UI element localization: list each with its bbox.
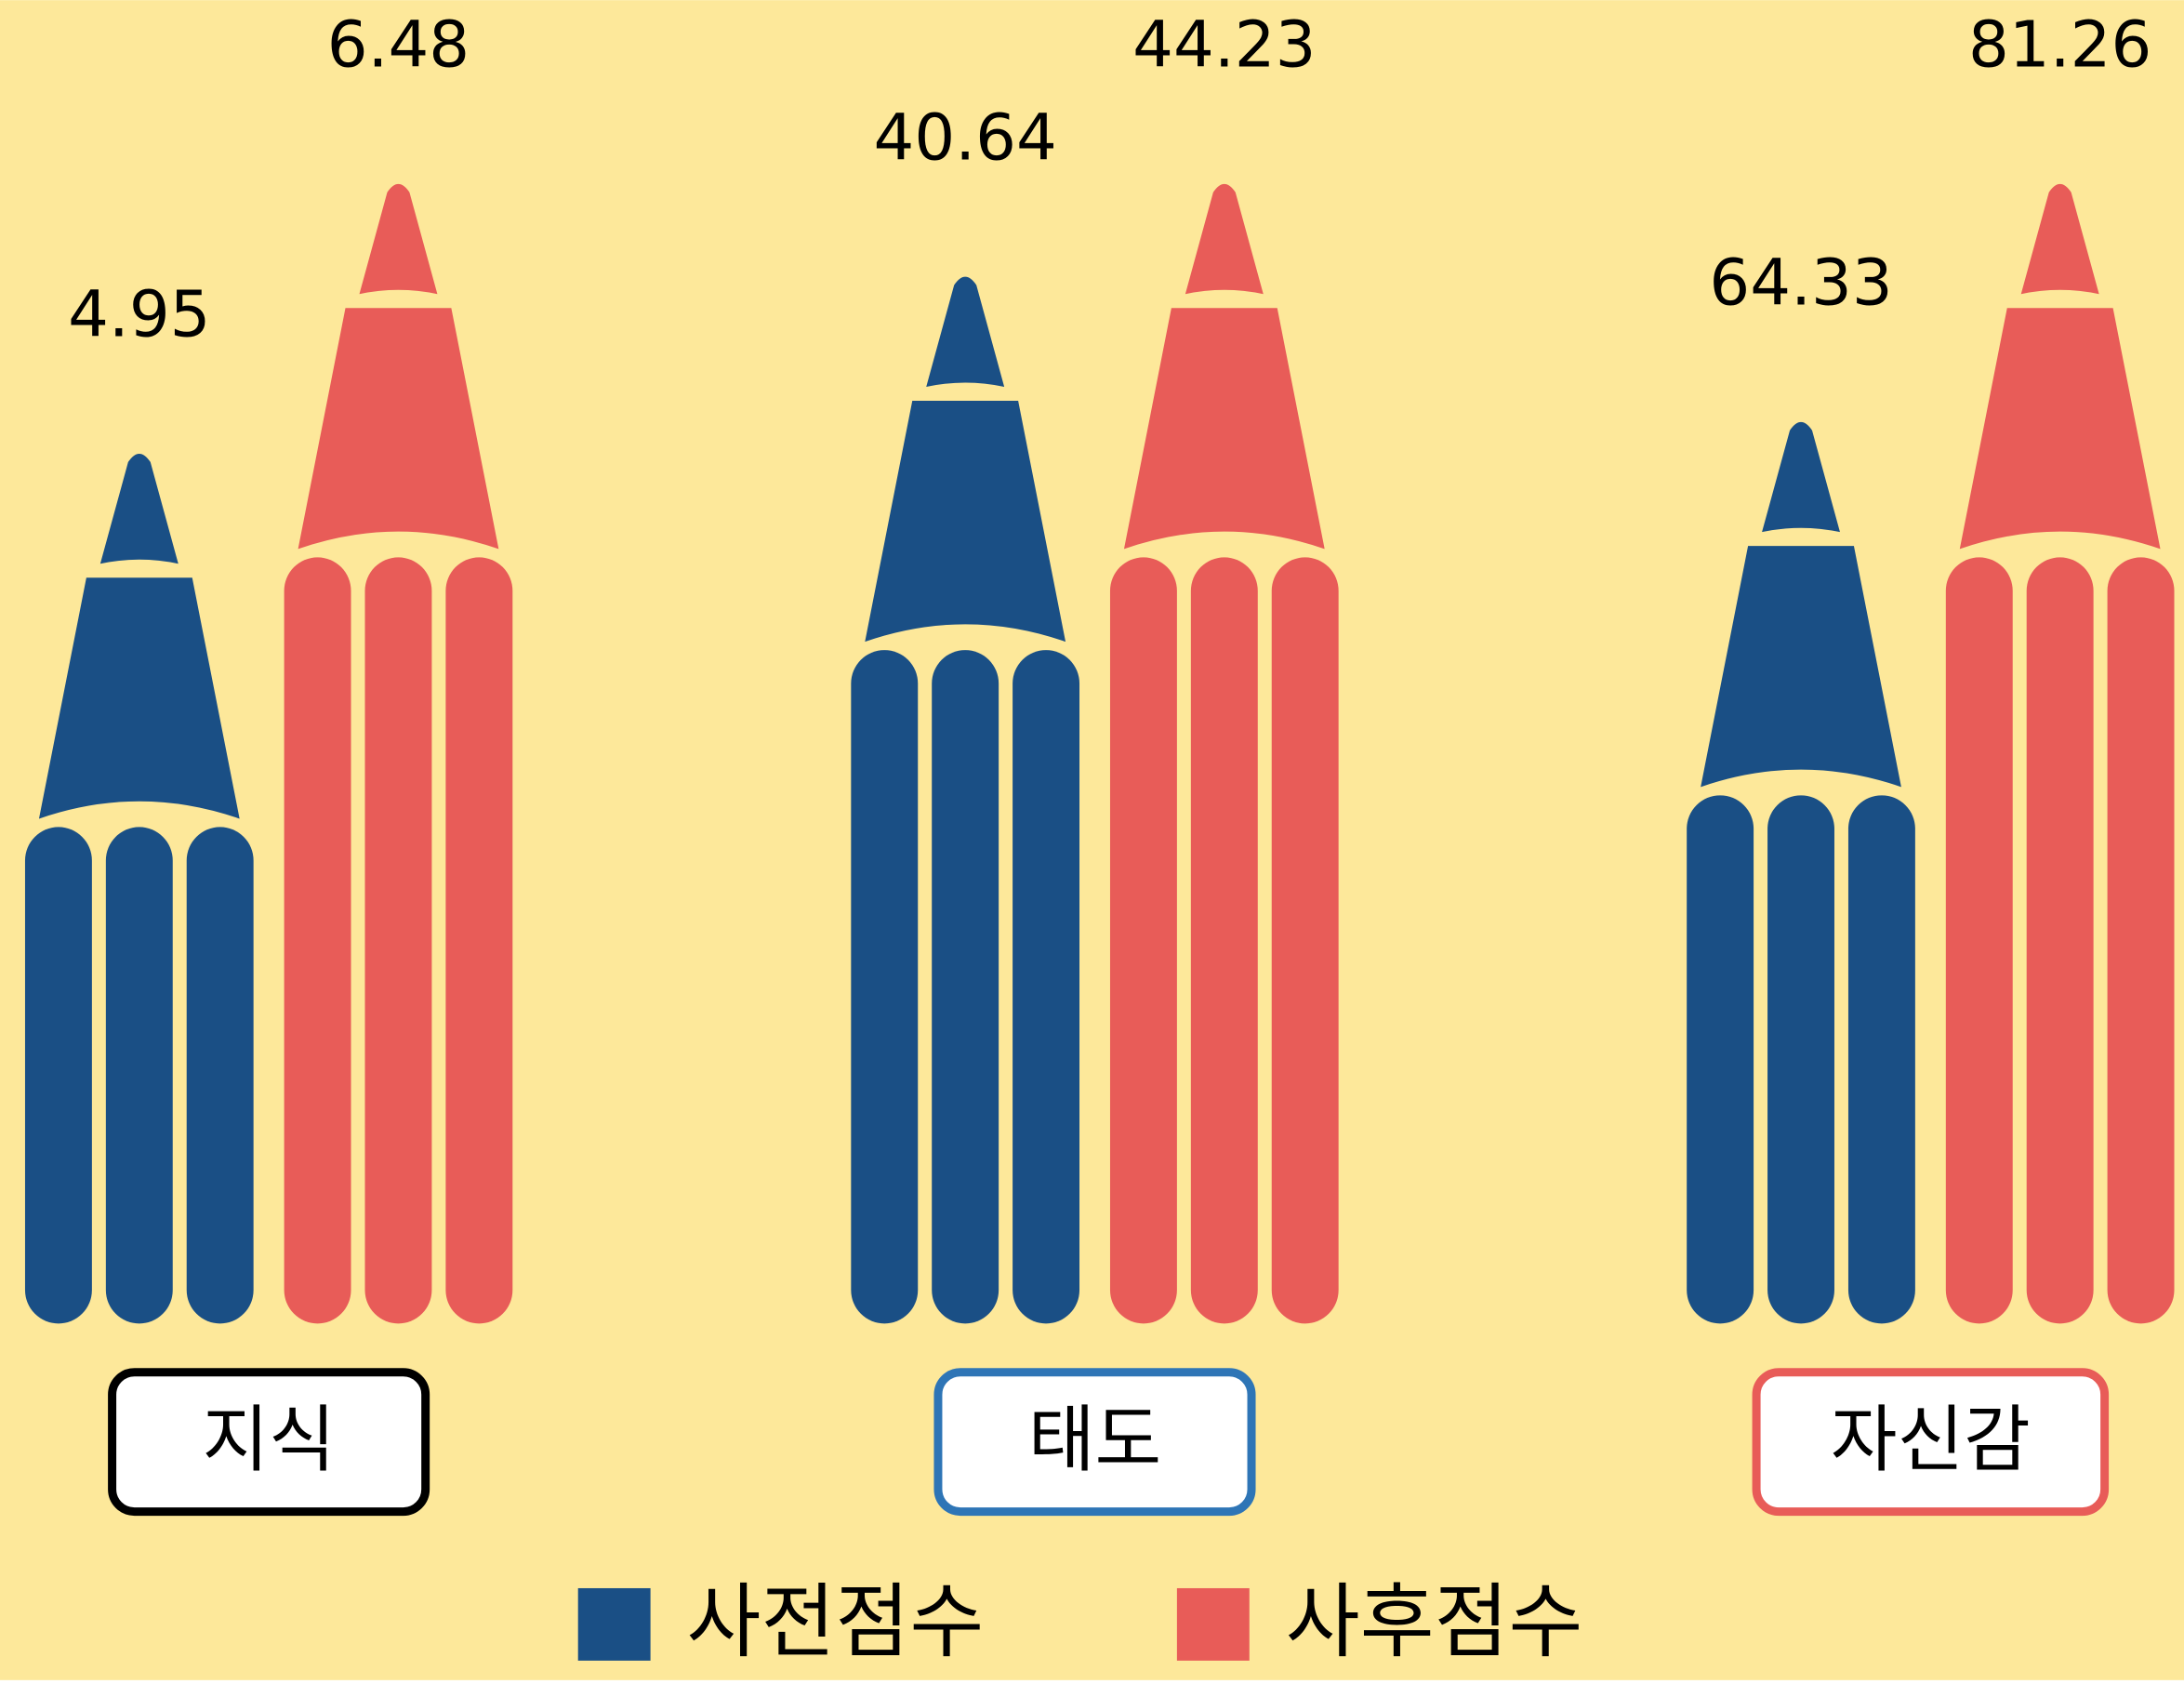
- category-label: 지식: [202, 1399, 335, 1482]
- pencil-stick: [25, 827, 92, 1323]
- legend-swatch: [1177, 1588, 1250, 1661]
- value-label: 81.26: [1968, 8, 2151, 83]
- pencil-stick: [1272, 557, 1339, 1323]
- page: {"chart_data": {"type": "pencil-bar", "b…: [0, 0, 2184, 1680]
- legend-label: 사전점수: [687, 1575, 985, 1669]
- legend-swatch: [578, 1588, 651, 1661]
- legend-label: 사후점수: [1286, 1575, 1583, 1669]
- pencil-stick: [1687, 795, 1754, 1323]
- pencil-stick: [1767, 795, 1834, 1323]
- pencil-stick: [1110, 557, 1177, 1323]
- value-label: 6.48: [327, 8, 470, 83]
- pencil-stick: [932, 650, 999, 1323]
- pencil-stick: [187, 827, 254, 1323]
- pencil-stick: [1013, 650, 1079, 1323]
- category-label: 태도: [1028, 1399, 1161, 1482]
- pencil-stick: [1191, 557, 1258, 1323]
- pencil-stick: [285, 557, 351, 1323]
- pencil-stick: [1848, 795, 1915, 1323]
- value-label: 44.23: [1132, 8, 1316, 83]
- pencil-stick: [445, 557, 512, 1323]
- chart: 4.95 40.64 64.33 6.48 44.23 81.26 지식 태도 자신감사전점수 사…: [0, 0, 2184, 1680]
- value-label: 64.33: [1709, 246, 1892, 321]
- category-label: 자신감: [1831, 1399, 2031, 1482]
- value-label: 4.95: [68, 278, 210, 352]
- pencil-stick: [2027, 557, 2094, 1323]
- pencil-stick: [1946, 557, 2013, 1323]
- pencil-stick: [106, 827, 173, 1323]
- pencil-stick: [851, 650, 918, 1323]
- pencil-stick: [2108, 557, 2175, 1323]
- pencil-stick: [364, 557, 431, 1323]
- value-label: 40.64: [874, 100, 1057, 175]
